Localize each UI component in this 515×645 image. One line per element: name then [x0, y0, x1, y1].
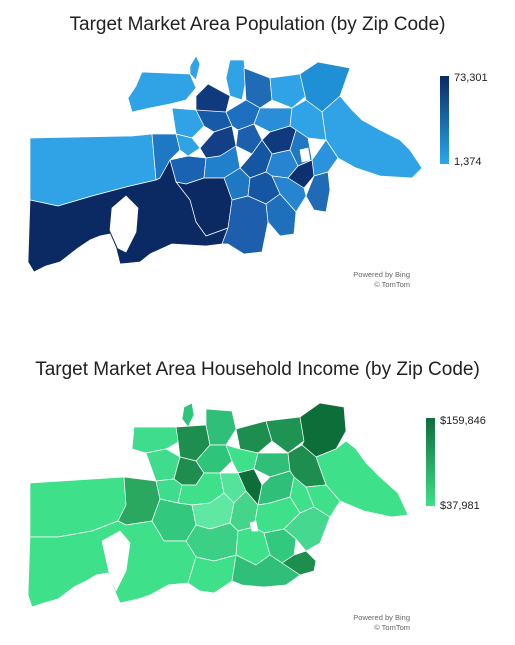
- zip-region[interactable]: [235, 123, 263, 155]
- attribution-tomtom: © TomTom: [374, 623, 410, 632]
- zip-region[interactable]: [187, 554, 237, 594]
- zip-region[interactable]: [269, 73, 307, 109]
- zip-region[interactable]: [127, 71, 197, 113]
- zip-region[interactable]: [305, 484, 341, 518]
- zip-region[interactable]: [231, 554, 301, 588]
- map-gap: [249, 520, 259, 532]
- attribution-bing: Powered by Bing: [353, 270, 410, 279]
- map-gap: [299, 147, 311, 163]
- population-map-attribution: Powered by Bing © TomTom: [330, 270, 410, 290]
- population-map-title: Target Market Area Population (by Zip Co…: [69, 14, 446, 35]
- attribution-bing: Powered by Bing: [353, 613, 410, 622]
- population-choropleth-map[interactable]: [0, 0, 515, 310]
- income-map-attribution: Powered by Bing © TomTom: [330, 613, 410, 633]
- attribution-tomtom: © TomTom: [374, 280, 410, 289]
- map-gap: [101, 530, 131, 592]
- map-gap: [109, 195, 139, 253]
- population-legend-min: 1,374: [454, 156, 482, 168]
- zip-region[interactable]: [131, 426, 181, 454]
- zip-region[interactable]: [181, 402, 195, 428]
- income-legend-min: $37,981: [440, 500, 480, 512]
- zip-region[interactable]: [243, 67, 273, 109]
- income-choropleth-map[interactable]: [0, 345, 515, 645]
- zip-region[interactable]: [171, 107, 205, 139]
- zip-region[interactable]: [189, 55, 201, 81]
- zip-region[interactable]: [221, 195, 269, 255]
- zip-region[interactable]: [225, 59, 247, 101]
- zip-region[interactable]: [265, 416, 305, 454]
- population-map-panel: Target Market Area Population (by Zip Co…: [0, 0, 515, 310]
- zip-region[interactable]: [175, 133, 201, 157]
- zip-region[interactable]: [287, 159, 315, 189]
- zip-region[interactable]: [235, 420, 273, 454]
- income-legend-bar: [426, 418, 435, 506]
- income-map-panel: Target Market Area Household Income (by …: [0, 345, 515, 645]
- zip-region[interactable]: [205, 408, 237, 446]
- zip-region[interactable]: [321, 95, 423, 179]
- income-map-title: Target Market Area Household Income (by …: [35, 359, 480, 380]
- population-legend-bar: [440, 76, 449, 164]
- income-legend-max: $159,846: [440, 415, 486, 427]
- population-legend-max: 73,301: [454, 72, 488, 84]
